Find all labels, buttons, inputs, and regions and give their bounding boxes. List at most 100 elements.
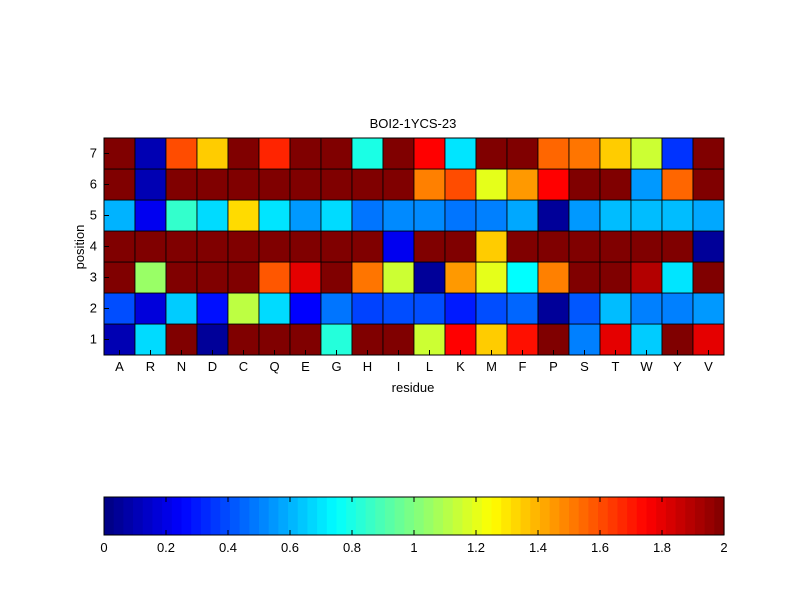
colorbar-band <box>549 497 560 535</box>
colorbar-band <box>423 497 434 535</box>
heatmap-cell <box>258 323 291 356</box>
colorbar-tick-label: 1.2 <box>467 540 485 555</box>
heatmap-cell <box>382 323 415 356</box>
heatmap-cell <box>196 292 229 325</box>
y-axis-ticks: 1 2 3 4 5 6 7 <box>90 146 109 347</box>
chart-title: BOI2-1YCS-23 <box>370 116 457 131</box>
heatmap-cell <box>134 292 167 325</box>
heatmap-cell <box>258 292 291 325</box>
heatmap-cell <box>320 230 353 263</box>
heatmap-cell <box>506 230 539 263</box>
colorbar-band <box>249 497 260 535</box>
heatmap-cell <box>196 261 229 294</box>
heatmap-cell <box>165 168 198 201</box>
colorbar-tick-label: 1.6 <box>591 540 609 555</box>
heatmap-cell <box>568 199 601 232</box>
heatmap-cell <box>103 168 136 201</box>
heatmap-cell <box>134 261 167 294</box>
heatmap-cell <box>382 168 415 201</box>
heatmap-cell <box>475 292 508 325</box>
x-tick-label: P <box>549 359 558 374</box>
heatmap-cell <box>661 137 694 170</box>
colorbar-tick-label: 0.4 <box>219 540 237 555</box>
heatmap-cell <box>165 230 198 263</box>
colorbar-band <box>394 497 405 535</box>
colorbar-band <box>288 497 299 535</box>
heatmap-cell <box>134 137 167 170</box>
colorbar-band <box>569 497 580 535</box>
heatmap-cell <box>475 199 508 232</box>
colorbar-tick-label: 1.8 <box>653 540 671 555</box>
colorbar-tick-label: 1 <box>410 540 417 555</box>
colorbar-band <box>414 497 425 535</box>
x-tick-label: I <box>397 359 401 374</box>
heatmap-cell <box>320 137 353 170</box>
heatmap-cell <box>444 168 477 201</box>
heatmap-cell <box>599 230 632 263</box>
colorbar-band <box>191 497 202 535</box>
y-axis-label: position <box>72 225 87 270</box>
colorbar-band <box>636 497 648 535</box>
x-tick-label: L <box>426 359 433 374</box>
heatmap-cell <box>568 292 601 325</box>
heatmap-cell <box>382 292 415 325</box>
heatmap-cell <box>444 137 477 170</box>
heatmap-cell <box>134 230 167 263</box>
x-tick-label: W <box>640 359 653 374</box>
heatmap-cell <box>382 261 415 294</box>
colorbar-band <box>530 497 541 535</box>
heatmap-cell <box>506 137 539 170</box>
x-tick-label: Q <box>269 359 279 374</box>
colorbar-band <box>133 497 144 535</box>
heatmap-cell <box>103 230 136 263</box>
heatmap-cell <box>134 168 167 201</box>
colorbar-tick-label: 0.8 <box>343 540 361 555</box>
colorbar-band <box>384 497 396 535</box>
heatmap-cell <box>289 261 322 294</box>
heatmap-cell <box>103 292 136 325</box>
colorbar-band <box>617 497 628 535</box>
heatmap-cell <box>351 168 384 201</box>
heatmap-cell <box>134 199 167 232</box>
heatmap-cell <box>320 168 353 201</box>
x-axis-label: residue <box>392 380 435 395</box>
heatmap-cell <box>599 199 632 232</box>
heatmap-cell <box>289 137 322 170</box>
heatmap-cell <box>382 199 415 232</box>
heatmap-cell <box>630 199 663 232</box>
x-tick-label: E <box>301 359 310 374</box>
heatmap-cell <box>568 261 601 294</box>
heatmap-cell <box>475 137 508 170</box>
heatmap-cell <box>537 168 570 201</box>
colorbar-band <box>181 497 192 535</box>
colorbar-band <box>588 497 599 535</box>
heatmap-cell <box>444 323 477 356</box>
colorbar-band <box>355 497 367 535</box>
y-tick-label: 5 <box>90 208 97 223</box>
colorbar-band <box>685 497 696 535</box>
y-tick-label: 2 <box>90 301 97 316</box>
heatmap-cell <box>320 292 353 325</box>
heatmap-cell <box>506 261 539 294</box>
colorbar-band <box>229 497 241 535</box>
heatmap-cell <box>506 168 539 201</box>
heatmap-cell <box>289 292 322 325</box>
heatmap-cell <box>320 199 353 232</box>
heatmap-cell <box>351 230 384 263</box>
heatmap-cell <box>537 261 570 294</box>
colorbar-band <box>646 497 657 535</box>
x-tick-label: D <box>208 359 217 374</box>
heatmap-cell <box>692 137 725 170</box>
colorbar-band <box>598 497 609 535</box>
heatmap-cell <box>599 137 632 170</box>
heatmap-cell <box>444 199 477 232</box>
heatmap-cell <box>165 261 198 294</box>
y-tick-label: 4 <box>90 239 97 254</box>
heatmap-cell <box>630 323 663 356</box>
heatmap-cell <box>196 137 229 170</box>
colorbar-band <box>665 497 677 535</box>
heatmap-cell <box>661 168 694 201</box>
heatmap-cell <box>692 230 725 263</box>
x-tick-label: T <box>612 359 620 374</box>
